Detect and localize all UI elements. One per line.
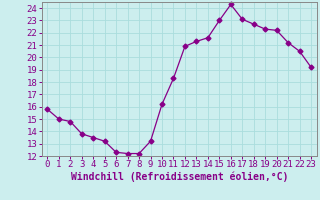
X-axis label: Windchill (Refroidissement éolien,°C): Windchill (Refroidissement éolien,°C) [70, 172, 288, 182]
